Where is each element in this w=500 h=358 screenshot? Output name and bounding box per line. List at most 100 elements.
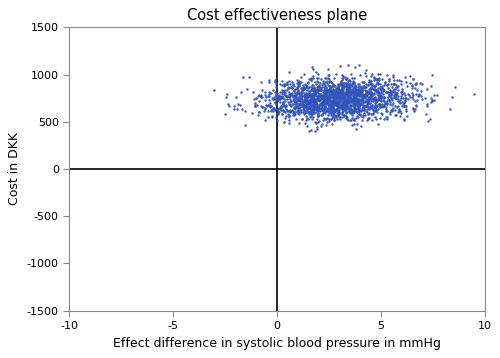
Point [354,104,362,110]
Point [274,110,282,116]
Point [358,92,366,98]
Point [314,119,322,125]
Point [298,109,306,115]
Point [294,103,302,109]
Point [392,112,400,118]
Point [402,113,410,118]
Point [339,96,347,101]
Point [308,111,316,117]
Point [349,99,357,105]
Point [310,87,318,93]
Point [257,103,265,109]
Point [316,94,324,100]
Point [360,92,368,97]
Point [345,96,353,102]
Point [312,90,320,95]
Point [354,84,362,90]
Point [289,82,297,88]
Point [360,92,368,98]
Point [309,99,317,105]
Point [395,106,403,112]
Point [376,95,384,101]
Point [275,109,283,115]
Point [319,93,327,99]
Point [312,93,320,98]
Point [378,97,386,103]
Point [326,78,334,84]
Point [312,91,320,96]
Point [324,103,332,108]
Point [352,97,360,102]
Point [324,93,332,99]
Point [314,95,322,101]
Point [276,90,283,95]
Point [380,98,388,104]
Point [304,90,312,96]
Point [362,93,370,99]
Point [368,86,376,91]
Point [327,102,335,108]
Point [272,96,280,102]
Point [330,90,338,96]
Point [328,83,336,89]
Point [363,97,371,103]
Point [406,73,414,79]
Point [254,102,262,108]
Point [327,112,335,118]
Point [346,88,354,94]
Point [262,117,270,122]
Point [341,107,349,112]
Point [308,107,316,113]
Point [271,77,279,83]
Point [346,117,354,123]
Point [423,101,431,107]
Point [327,116,335,122]
Point [269,106,277,112]
Point [388,81,396,87]
Point [318,95,326,101]
Point [345,92,353,98]
Point [311,92,319,97]
Point [304,99,312,105]
Point [294,107,302,113]
Point [320,95,328,101]
Point [390,90,398,95]
Point [329,113,337,118]
Point [409,105,417,111]
Point [342,89,350,95]
Point [350,92,358,97]
Point [303,100,311,106]
Point [388,102,396,108]
Point [332,91,340,97]
Point [346,78,354,84]
Point [340,97,348,103]
Point [358,85,366,91]
Point [373,87,381,93]
Point [402,108,410,113]
Point [330,94,338,100]
Point [260,97,268,103]
Point [370,76,378,81]
Point [427,95,435,101]
Point [336,114,344,120]
Point [344,85,351,91]
Point [386,92,394,98]
Point [294,98,302,104]
Point [408,91,416,96]
Point [352,102,360,107]
Point [330,109,338,115]
Point [344,100,352,105]
Point [292,94,300,100]
Point [363,117,371,123]
Point [286,91,294,96]
Point [318,107,326,113]
Point [322,97,330,103]
Point [372,103,380,109]
Point [295,82,303,88]
Point [280,81,287,87]
Point [300,104,308,110]
Point [428,98,436,104]
Point [312,102,320,108]
Point [338,89,346,95]
Point [364,90,372,96]
